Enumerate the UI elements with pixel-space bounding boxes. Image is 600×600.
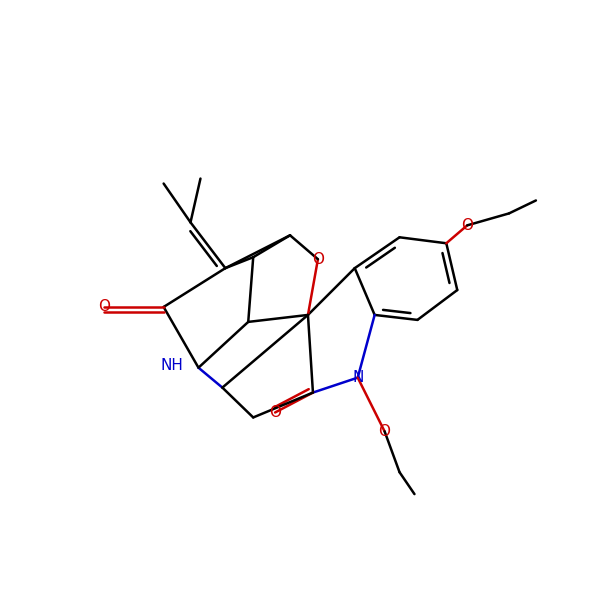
Text: O: O <box>312 251 324 266</box>
Text: O: O <box>379 424 391 439</box>
Text: O: O <box>269 405 281 420</box>
Text: N: N <box>352 370 364 385</box>
Text: O: O <box>461 218 473 233</box>
Text: O: O <box>98 299 110 314</box>
Text: NH: NH <box>160 358 183 373</box>
